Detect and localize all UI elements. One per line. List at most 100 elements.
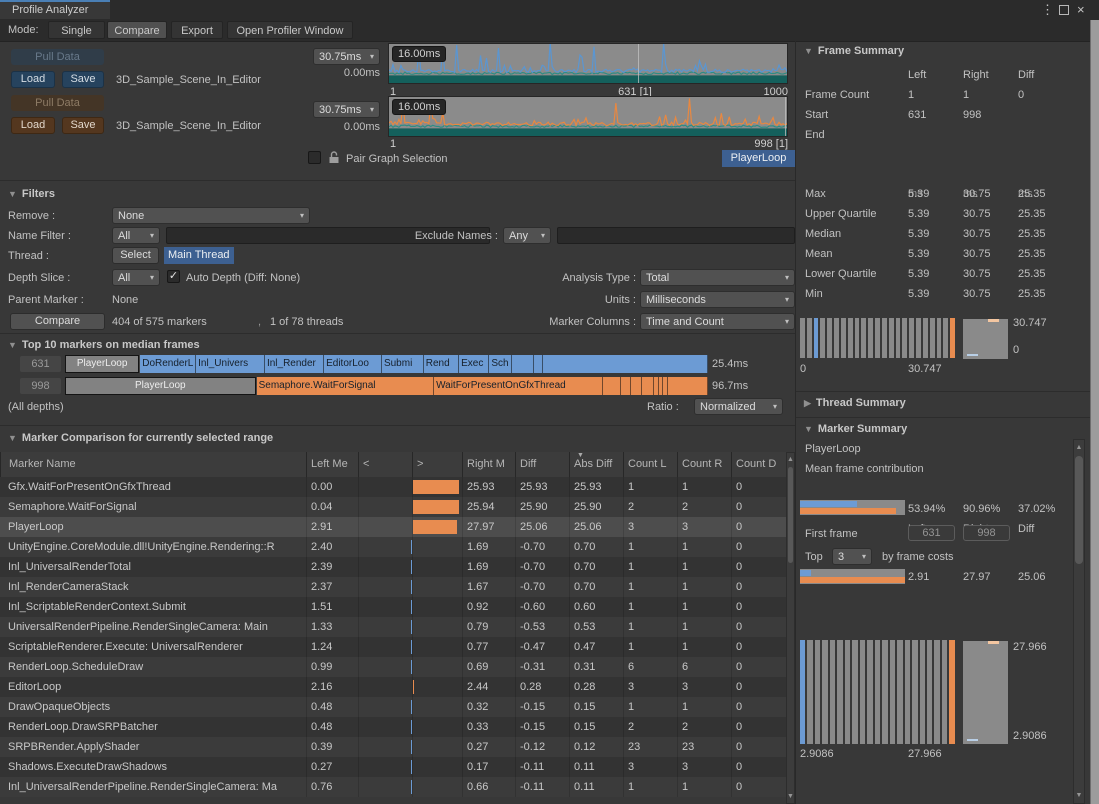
marker-row[interactable]: Semaphore.WaitForSignal 0.04 25.94 25.90 25.…: [0, 497, 786, 517]
name-filter-mode-dropdown[interactable]: All ▾: [112, 227, 160, 244]
graph-selection-chip[interactable]: PlayerLoop: [722, 150, 795, 167]
pull-data-right-button[interactable]: Pull Data: [11, 95, 104, 111]
column-header-count-right[interactable]: Count R: [677, 452, 731, 477]
marker-row[interactable]: UniversalRenderPipeline.RenderSingleCame…: [0, 617, 786, 637]
filters-section-header[interactable]: ▼ Filters: [8, 188, 55, 200]
top10-segment[interactable]: [641, 377, 654, 395]
marker-summary-scrollbar[interactable]: ▲ ▼: [1073, 439, 1085, 804]
marker-row[interactable]: Inl_ScriptableRenderContext.Submit 1.51 0.…: [0, 597, 786, 617]
open-profiler-window-button[interactable]: Open Profiler Window: [227, 21, 353, 39]
maximize-icon[interactable]: [1059, 5, 1069, 15]
auto-depth-checkbox[interactable]: ✓: [167, 270, 180, 283]
column-header-left-bar[interactable]: <: [358, 452, 412, 477]
top-graph-scale-dropdown[interactable]: 30.75ms ▾: [313, 48, 380, 65]
top10-segment[interactable]: PlayerLoop: [65, 355, 141, 373]
top-frame-graph[interactable]: 16.00ms: [388, 43, 788, 84]
pull-data-left-button[interactable]: Pull Data: [11, 49, 104, 65]
mode-single-button[interactable]: Single: [48, 21, 105, 39]
column-header-diff[interactable]: Diff: [515, 452, 569, 477]
marker-row[interactable]: RenderLoop.ScheduleDraw 0.99 0.69 -0.31 0.31…: [0, 657, 786, 677]
column-header-marker-name[interactable]: Marker Name: [0, 452, 306, 477]
units-dropdown[interactable]: Milliseconds ▾: [640, 291, 795, 308]
top-n-dropdown[interactable]: 3 ▾: [832, 548, 872, 565]
marker-summary-header[interactable]: ▼ Marker Summary: [804, 423, 908, 435]
scrollbar-thumb[interactable]: [788, 467, 793, 563]
top10-frame-998[interactable]: 998: [20, 378, 61, 394]
top10-segment[interactable]: [533, 355, 543, 373]
scroll-up-icon[interactable]: ▲: [1075, 444, 1083, 451]
top10-segment[interactable]: Sch: [489, 355, 513, 373]
bottom-graph-scale-dropdown[interactable]: 30.75ms ▾: [313, 101, 380, 118]
first-frame-right-button[interactable]: 998: [963, 525, 1010, 541]
frame-summary-boxplot[interactable]: [963, 319, 1008, 359]
marker-row[interactable]: ScriptableRenderer.Execute: UniversalRen…: [0, 637, 786, 657]
marker-row[interactable]: SRPBRender.ApplyShader 0.39 0.27 -0.12 0.12 2…: [0, 737, 786, 757]
top10-segment[interactable]: [653, 377, 660, 395]
scrollbar-thumb[interactable]: [1075, 456, 1083, 564]
top10-segment[interactable]: [512, 355, 534, 373]
top10-frame-631[interactable]: 631: [20, 356, 61, 372]
frame-summary-header[interactable]: ▼ Frame Summary: [804, 45, 905, 57]
first-frame-left-button[interactable]: 631: [908, 525, 955, 541]
top10-segment[interactable]: [668, 377, 708, 395]
marker-row[interactable]: DrawOpaqueObjects 0.48 0.32 -0.15 0.15 1 1 0: [0, 697, 786, 717]
top10-segment[interactable]: [659, 377, 663, 395]
thread-select-button[interactable]: Select: [112, 247, 159, 264]
marker-row[interactable]: UnityEngine.CoreModule.dll!UnityEngine.R…: [0, 537, 786, 557]
name-filter-input[interactable]: [166, 227, 490, 244]
window-menu-icon[interactable]: ⋮: [1041, 2, 1054, 17]
save-left-button[interactable]: Save: [62, 71, 104, 88]
column-header-right-median[interactable]: Right M: [462, 452, 515, 477]
marker-row[interactable]: EditorLoop 2.16 2.44 0.28 0.28 3 3 0: [0, 677, 786, 697]
top10-segment[interactable]: Rend: [423, 355, 460, 373]
thread-summary-header[interactable]: ▶ Thread Summary: [804, 397, 906, 409]
marker-row[interactable]: Inl_RenderCameraStack 2.37 1.67 -0.70 0.70 1 1…: [0, 577, 786, 597]
column-header-right-bar[interactable]: >: [412, 452, 462, 477]
top10-segment[interactable]: [662, 377, 669, 395]
top10-segment[interactable]: Inl_Univers: [196, 355, 265, 373]
column-header-count-left[interactable]: Count L: [623, 452, 677, 477]
top10-segment[interactable]: EditorLoo: [324, 355, 382, 373]
marker-row[interactable]: Inl_UniversalRenderTotal 2.39 1.69 -0.70 0.7…: [0, 557, 786, 577]
comparison-section-header[interactable]: ▼ Marker Comparison for currently selecte…: [8, 432, 274, 444]
exclude-names-input[interactable]: [557, 227, 795, 244]
load-left-button[interactable]: Load: [11, 71, 55, 88]
exclude-mode-dropdown[interactable]: Any ▾: [503, 227, 551, 244]
top10-segment[interactable]: WaitForPresentOnGfxThread: [434, 377, 603, 395]
top10-segment[interactable]: DoRenderL: [140, 355, 197, 373]
top10-segment[interactable]: Semaphore.WaitForSignal: [256, 377, 435, 395]
top10-segment[interactable]: PlayerLoop: [65, 377, 257, 395]
marker-row[interactable]: Gfx.WaitForPresentOnGfxThread 0.00 25.93 25…: [0, 477, 786, 497]
compare-button[interactable]: Compare: [10, 313, 105, 330]
top10-segment[interactable]: [602, 377, 621, 395]
marker-summary-boxplot[interactable]: [963, 641, 1008, 744]
column-header-abs-diff[interactable]: ▼ Abs Diff: [569, 452, 623, 477]
marker-summary-histogram[interactable]: [800, 640, 955, 744]
top10-segment[interactable]: Inl_Render: [264, 355, 325, 373]
depth-slice-dropdown[interactable]: All ▾: [112, 269, 160, 286]
mode-compare-button[interactable]: Compare: [107, 21, 167, 39]
export-button[interactable]: Export: [171, 21, 223, 39]
remove-dropdown[interactable]: None ▾: [112, 207, 310, 224]
marker-columns-dropdown[interactable]: Time and Count ▾: [640, 313, 795, 330]
marker-row[interactable]: RenderLoop.DrawSRPBatcher 0.48 0.33 -0.15 0.…: [0, 717, 786, 737]
column-header-count-diff[interactable]: Count D: [731, 452, 786, 477]
top10-segment[interactable]: [631, 377, 642, 395]
save-right-button[interactable]: Save: [62, 117, 104, 134]
ratio-dropdown[interactable]: Normalized ▾: [694, 398, 783, 415]
top10-segment[interactable]: Exec: [459, 355, 490, 373]
top10-segment[interactable]: [542, 355, 708, 373]
load-right-button[interactable]: Load: [11, 117, 55, 134]
marker-row[interactable]: Inl_UniversalRenderPipeline.RenderSingle…: [0, 777, 786, 797]
top10-section-header[interactable]: ▼ Top 10 markers on median frames: [8, 339, 200, 351]
pair-graph-selection-checkbox[interactable]: [308, 151, 321, 164]
scroll-down-icon[interactable]: ▼: [787, 793, 794, 800]
column-header-left-median[interactable]: Left Me: [306, 452, 358, 477]
tab-profile-analyzer[interactable]: Profile Analyzer: [0, 0, 110, 19]
scroll-down-icon[interactable]: ▼: [1075, 792, 1083, 799]
bottom-frame-graph[interactable]: 16.00ms: [388, 96, 788, 137]
frame-summary-histogram[interactable]: [800, 318, 956, 358]
analysis-type-dropdown[interactable]: Total ▾: [640, 269, 795, 286]
close-icon[interactable]: ×: [1077, 2, 1085, 17]
unlock-icon[interactable]: [328, 150, 340, 164]
